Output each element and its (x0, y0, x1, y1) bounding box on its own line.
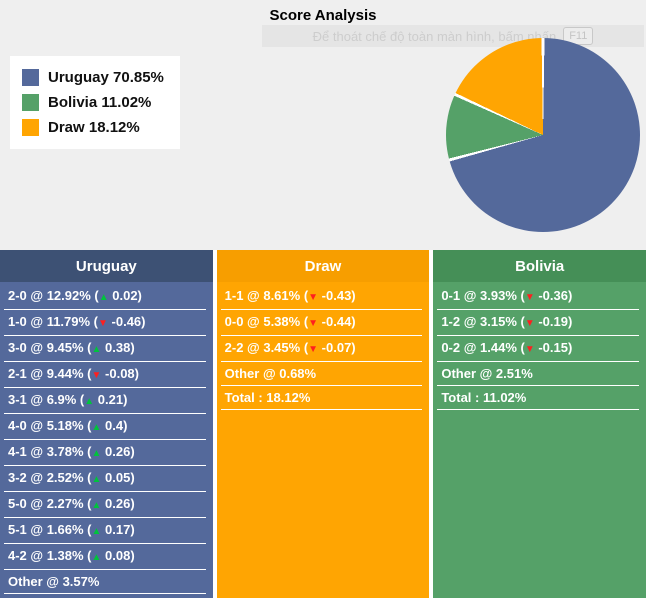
column-header: Bolivia (433, 250, 646, 282)
up-arrow-icon: ▲ (91, 552, 102, 563)
up-arrow-icon: ▲ (91, 344, 102, 355)
table-row: 4-0 @ 5.18% (▲ 0.4) (4, 414, 206, 440)
column-uruguay: Uruguay 2-0 @ 12.92% (▲ 0.02) 1-0 @ 11.79%… (0, 250, 213, 598)
table-row: 4-2 @ 1.38% (▲ 0.08) (4, 544, 206, 570)
page-title: Score Analysis (269, 7, 377, 24)
column-header: Uruguay (0, 250, 213, 282)
down-arrow-icon: ▼ (308, 318, 319, 329)
down-arrow-icon: ▼ (524, 318, 535, 329)
up-arrow-icon: ▲ (98, 292, 109, 303)
legend-item: Draw 18.12% (22, 115, 164, 140)
table-row: 2-1 @ 9.44% (▼ -0.08) (4, 362, 206, 388)
pie-chart (446, 38, 640, 232)
column-draw: Draw 1-1 @ 8.61% (▼ -0.43) 0-0 @ 5.38% (▼ … (216, 250, 430, 598)
table-row: 5-1 @ 1.66% (▲ 0.17) (4, 518, 206, 544)
table-row: 1-2 @ 3.15% (▼ -0.19) (437, 310, 639, 336)
up-arrow-icon: ▲ (91, 422, 102, 433)
column-body: 0-1 @ 3.93% (▼ -0.36) 1-2 @ 3.15% (▼ -0.1… (433, 282, 646, 598)
total-row: Total : 70.85% (4, 594, 206, 598)
table-row: 1-1 @ 8.61% (▼ -0.43) (220, 284, 423, 310)
legend-label: Draw 18.12% (48, 119, 140, 136)
column-bolivia: Bolivia 0-1 @ 3.93% (▼ -0.36) 1-2 @ 3.15% … (433, 250, 646, 598)
table-row: 3-1 @ 6.9% (▲ 0.21) (4, 388, 206, 414)
table-row: 0-2 @ 1.44% (▼ -0.15) (437, 336, 639, 362)
other-row: Other @ 2.51% (437, 362, 639, 386)
down-arrow-icon: ▼ (98, 318, 108, 329)
up-arrow-icon: ▲ (84, 396, 95, 407)
table-row: 4-1 @ 3.78% (▲ 0.26) (4, 440, 206, 466)
total-row: Total : 18.12% (220, 386, 423, 410)
table-row: 1-0 @ 11.79% (▼ -0.46) (4, 310, 206, 336)
legend-swatch (22, 69, 39, 86)
score-board: Uruguay 2-0 @ 12.92% (▲ 0.02) 1-0 @ 11.79%… (0, 250, 646, 598)
column-body: 1-1 @ 8.61% (▼ -0.43) 0-0 @ 5.38% (▼ -0.4… (216, 282, 430, 598)
column-body: 2-0 @ 12.92% (▲ 0.02) 1-0 @ 11.79% (▼ -0.… (0, 282, 213, 598)
up-arrow-icon: ▲ (91, 448, 102, 459)
column-header: Draw (216, 250, 430, 282)
up-arrow-icon: ▲ (91, 500, 102, 511)
table-row: 0-1 @ 3.93% (▼ -0.36) (437, 284, 639, 310)
table-row: 3-0 @ 9.45% (▲ 0.38) (4, 336, 206, 362)
fullscreen-watermark-text: Để thoát chế độ toàn màn hình, bấm nhấn (312, 28, 557, 44)
other-row: Other @ 0.68% (220, 362, 423, 386)
other-row: Other @ 3.57% (4, 570, 206, 594)
table-row: 5-0 @ 2.27% (▲ 0.26) (4, 492, 206, 518)
legend-swatch (22, 119, 39, 136)
down-arrow-icon: ▼ (91, 370, 102, 381)
table-row: 3-2 @ 2.52% (▲ 0.05) (4, 466, 206, 492)
up-arrow-icon: ▲ (91, 474, 102, 485)
down-arrow-icon: ▼ (524, 292, 535, 303)
legend-item: Bolivia 11.02% (22, 90, 164, 115)
legend-swatch (22, 94, 39, 111)
total-row: Total : 11.02% (437, 386, 639, 410)
fullscreen-watermark: Để thoát chế độ toàn màn hình, bấm nhấn … (262, 25, 644, 47)
table-row: 2-2 @ 3.45% (▼ -0.07) (220, 336, 423, 362)
table-row: 2-0 @ 12.92% (▲ 0.02) (4, 284, 206, 310)
down-arrow-icon: ▼ (308, 344, 319, 355)
chart-panel: Score Analysis Để thoát chế độ toàn màn … (0, 0, 646, 250)
down-arrow-icon: ▼ (524, 344, 535, 355)
legend-label: Bolivia 11.02% (48, 94, 152, 111)
legend-item: Uruguay 70.85% (22, 65, 164, 90)
legend: Uruguay 70.85% Bolivia 11.02% Draw 18.12% (10, 56, 180, 149)
legend-label: Uruguay 70.85% (48, 69, 164, 86)
table-row: 0-0 @ 5.38% (▼ -0.44) (220, 310, 423, 336)
down-arrow-icon: ▼ (308, 292, 319, 303)
up-arrow-icon: ▲ (91, 526, 102, 537)
